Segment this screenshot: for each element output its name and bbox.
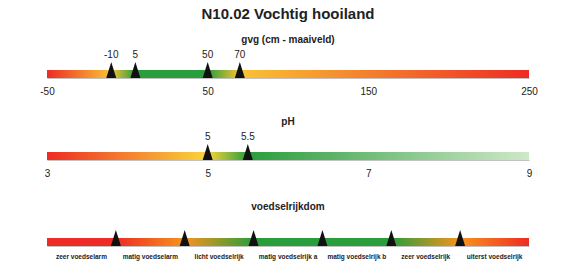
plot-area [47, 144, 529, 160]
marker [111, 230, 121, 246]
plot-area [47, 62, 529, 78]
tick-group: zeer voedselrijk [401, 246, 450, 261]
axis-line [48, 78, 530, 79]
tick-group: uiterst voedselrijk [467, 246, 523, 261]
plot-area [47, 230, 529, 246]
marker [180, 230, 190, 246]
range-bar [47, 152, 529, 160]
category-label: licht voedselrijk [195, 253, 245, 261]
axis-line [48, 246, 530, 247]
x-axis: 3 5 7 9 [45, 160, 533, 179]
tick-label: -50 [40, 86, 55, 97]
marker [386, 230, 396, 246]
marker [455, 230, 465, 246]
marker [130, 62, 140, 78]
tick-label: 5 [205, 168, 211, 179]
axis-line [48, 160, 530, 161]
tick-group: -50 [40, 78, 55, 97]
panel-title: voedselrijkdom [251, 201, 324, 212]
tick-group: zeer voedselarm [56, 246, 107, 260]
marker-label: 5.5 [241, 131, 255, 142]
marker-label: 50 [202, 49, 214, 60]
tick-label: 3 [45, 168, 51, 179]
tick-group: matig voedselrijk b [327, 246, 386, 261]
marker-label: 5 [133, 49, 139, 60]
main-title: N10.02 Vochtig hooiland [201, 5, 374, 22]
panel-title: pH [281, 116, 294, 127]
marker-label: 5 [205, 131, 211, 142]
panel: pH 5 5.5 3 5 7 9 [45, 116, 533, 179]
marker [203, 62, 213, 78]
marker [106, 62, 116, 78]
marker [249, 230, 259, 246]
chart: N10.02 Vochtig hooiland gvg (cm - maaivel… [0, 0, 576, 274]
tick-group: 3 [45, 160, 51, 179]
category-label: zeer voedselrijk [401, 253, 450, 261]
panel: voedselrijkdom zeer voedselarm matig voeds… [47, 201, 530, 261]
marker [317, 230, 327, 246]
tick-label: 250 [521, 86, 538, 97]
marker-label: -10 [104, 49, 119, 60]
panel: gvg (cm - maaiveld) -10 5 50 70 -50 50 150 250 [40, 34, 538, 97]
tick-group: 7 [366, 160, 372, 179]
tick-label: 50 [203, 86, 215, 97]
x-axis: zeer voedselarm matig voedselarm licht voe… [48, 246, 530, 261]
category-label: matig voedselrijk a [259, 253, 318, 261]
range-bar [47, 70, 529, 78]
category-label: zeer voedselarm [56, 253, 107, 260]
marker-label: 70 [234, 49, 246, 60]
x-axis: -50 50 150 250 [40, 78, 538, 97]
tick-group: licht voedselrijk [195, 246, 245, 261]
category-label: matig voedselrijk b [327, 253, 386, 261]
category-label: matig voedselarm [123, 253, 178, 261]
marker [203, 144, 213, 160]
tick-group: matig voedselrijk a [259, 246, 318, 261]
tick-label: 150 [360, 86, 377, 97]
tick-group: 50 [203, 78, 215, 97]
marker [243, 144, 253, 160]
category-label: uiterst voedselrijk [467, 253, 523, 261]
tick-group: 150 [360, 78, 377, 97]
tick-group: 5 [205, 160, 211, 179]
tick-group: 250 [521, 78, 538, 97]
marker [235, 62, 245, 78]
tick-group: 9 [527, 160, 533, 179]
tick-group: matig voedselarm [123, 246, 178, 261]
panel-title: gvg (cm - maaiveld) [241, 34, 334, 45]
tick-label: 9 [527, 168, 533, 179]
tick-label: 7 [366, 168, 372, 179]
